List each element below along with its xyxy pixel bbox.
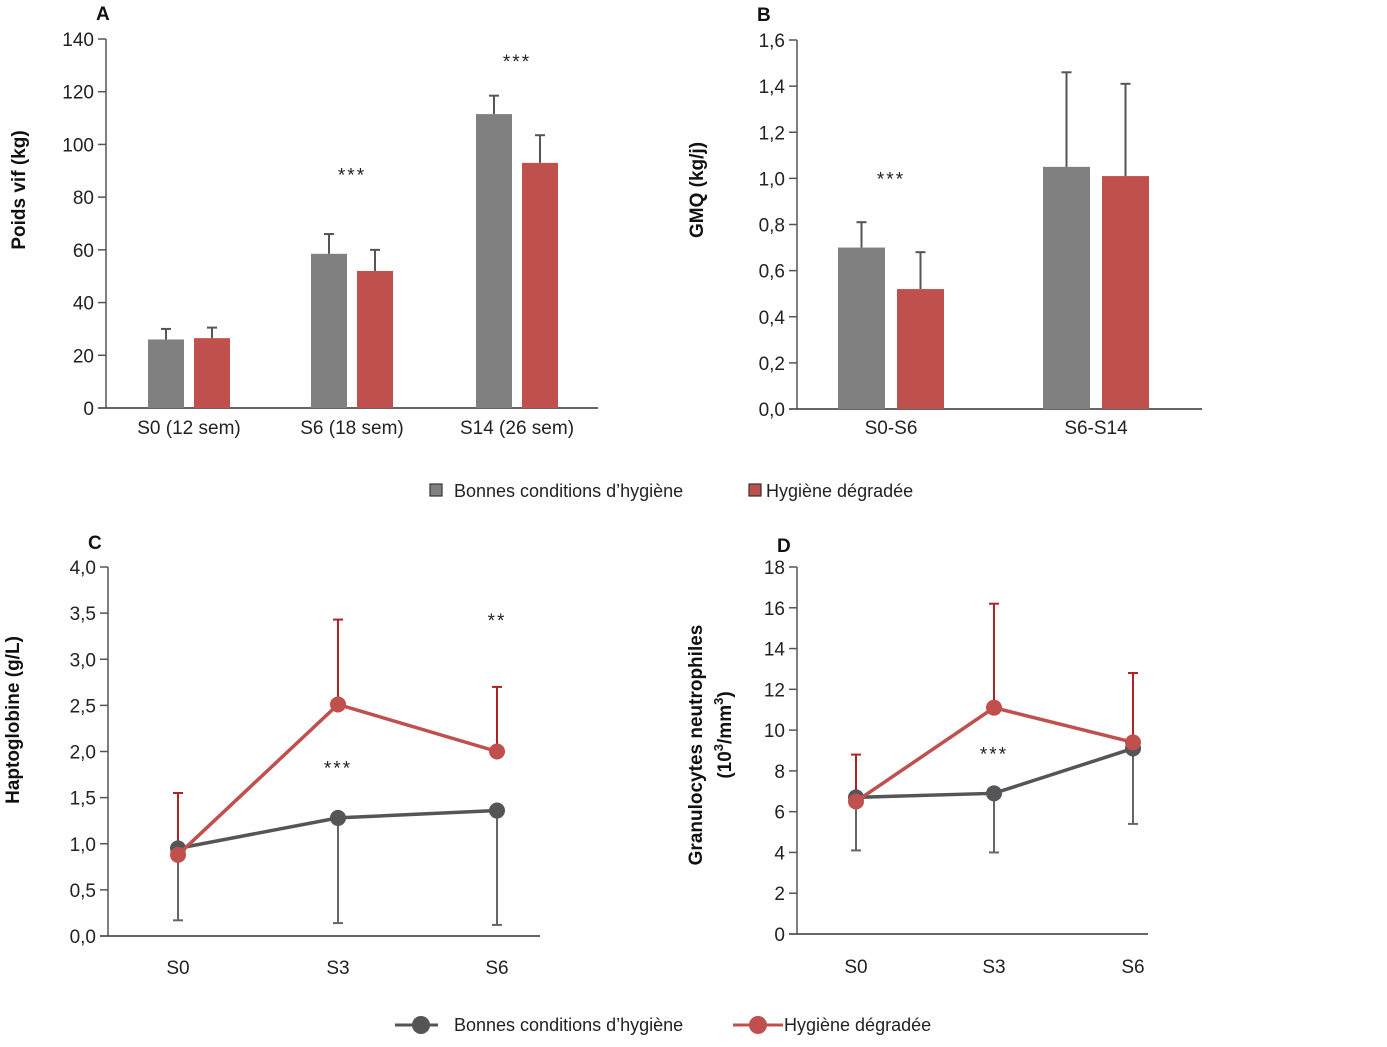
y-tick-label: 40: [73, 294, 94, 315]
data-point-good: [489, 802, 505, 819]
legend-swatch-good: [429, 483, 443, 497]
significance-marker: ***: [338, 165, 366, 186]
y-axis-title-d-line2: (103/mm3): [711, 691, 736, 778]
y-tick-label: 140: [62, 30, 94, 51]
panel-d-line-chart: 0 2 4 6 8 10 12 14 16 18 S0 S3 S6 ***: [764, 558, 1148, 978]
panel-letter-b: B: [757, 5, 771, 26]
legend-marker-good: [412, 1016, 430, 1034]
y-tick-label: 0,0: [759, 400, 785, 421]
bar-legend: Bonnes conditions d’hygiène Hygiène dégr…: [429, 481, 913, 501]
data-point-degraded: [170, 846, 186, 863]
legend-label-good: Bonnes conditions d’hygiène: [454, 481, 683, 501]
x-category-label: S3: [326, 958, 349, 979]
y-tick-label: 2: [774, 884, 785, 905]
y-tick-label: 4,0: [70, 558, 96, 579]
y-tick-label: 2,5: [70, 696, 96, 717]
bar-degraded: [357, 270, 393, 408]
y-tick-label: 1,5: [70, 789, 96, 810]
panel-letter-d: D: [777, 536, 791, 557]
x-category-label: S6 (18 sem): [300, 418, 403, 439]
bar-good: [148, 339, 184, 408]
y-axis-title-c: Haptoglobine (g/L): [3, 636, 24, 804]
significance-marker: ***: [324, 759, 352, 780]
significance-marker: ***: [980, 745, 1008, 766]
x-category-label: S6-S14: [1064, 418, 1128, 439]
y-tick-label: 0: [83, 399, 94, 420]
bar-good: [311, 253, 347, 408]
legend-label-degraded: Hygiène dégradée: [766, 481, 913, 501]
y-tick-label: 1,6: [759, 31, 785, 52]
legend-line-label-degraded: Hygiène dégradée: [784, 1015, 931, 1035]
y-tick-label: 12: [764, 680, 785, 701]
data-point-degraded: [848, 793, 864, 810]
x-category-label: S0: [166, 958, 189, 979]
legend-swatch-degraded: [748, 483, 762, 497]
bar-degraded: [522, 162, 558, 408]
panel-letter-a: A: [96, 4, 110, 25]
y-tick-label: 0,6: [759, 262, 785, 283]
x-category-label: S0: [844, 957, 867, 978]
data-point-good: [330, 809, 346, 826]
x-category-label: S0 (12 sem): [137, 418, 240, 439]
x-category-label: S0-S6: [865, 418, 918, 439]
y-axis-title-b: GMQ (kg/j): [687, 142, 708, 238]
y-tick-label: 14: [764, 640, 786, 661]
line-legend: Bonnes conditions d’hygiène Hygiène dégr…: [395, 1015, 931, 1035]
bar-degraded: [897, 289, 944, 409]
data-point-degraded: [986, 699, 1002, 716]
y-tick-label: 120: [62, 83, 94, 104]
legend-marker-degraded: [749, 1016, 767, 1034]
y-tick-label: 0: [774, 925, 785, 946]
bar-good: [838, 247, 885, 409]
y-tick-label: 10: [764, 721, 785, 742]
y-tick-label: 6: [774, 803, 785, 824]
y-tick-label: 0,8: [759, 216, 785, 237]
x-category-label: S3: [982, 957, 1005, 978]
data-point-degraded: [1125, 734, 1141, 751]
legend-line-label-good: Bonnes conditions d’hygiène: [454, 1015, 683, 1035]
x-category-label: S14 (26 sem): [460, 418, 574, 439]
y-tick-label: 16: [764, 599, 785, 620]
data-point-degraded: [330, 696, 346, 713]
y-tick-label: 3,5: [70, 604, 96, 625]
x-category-label: S6: [485, 958, 508, 979]
data-point-degraded: [489, 743, 505, 760]
y-tick-label: 100: [62, 135, 94, 156]
y-tick-label: 3,0: [70, 650, 96, 671]
data-point-good: [986, 785, 1002, 802]
y-tick-label: 1,4: [759, 77, 786, 98]
bar-degraded: [1102, 176, 1149, 409]
y-tick-label: 1,2: [759, 123, 785, 144]
y-axis-title-d-line1: Granulocytes neutrophiles: [686, 625, 707, 866]
y-tick-label: 0,2: [759, 354, 785, 375]
y-tick-label: 20: [73, 346, 94, 367]
y-tick-label: 0,0: [70, 927, 96, 948]
bar-good: [1043, 166, 1090, 409]
y-tick-label: 1,0: [70, 835, 96, 856]
y-tick-label: 60: [73, 241, 94, 262]
y-tick-label: 0,5: [70, 881, 96, 902]
significance-marker: ***: [877, 169, 905, 190]
significance-marker: **: [488, 611, 507, 632]
x-category-label: S6: [1121, 957, 1144, 978]
y-tick-label: 4: [774, 843, 785, 864]
y-axis-title-a: Poids vif (kg): [9, 130, 30, 249]
y-tick-label: 0,4: [759, 308, 786, 329]
significance-marker: ***: [503, 52, 531, 73]
y-tick-label: 1,0: [759, 169, 785, 190]
y-tick-label: 18: [764, 558, 785, 579]
y-tick-label: 8: [774, 762, 785, 783]
bar-good: [476, 114, 512, 408]
y-tick-label: 80: [73, 188, 94, 209]
panel-b-bar-chart: 0,0 0,2 0,4 0,6 0,8 1,0 1,2 1,4 1,6 S0-S6 S6-S14 **…: [759, 31, 1202, 439]
panel-a-bar-chart: 0 20 40 60 80 100 120 140 S0 (12 sem) S6 (18 sem)…: [62, 30, 598, 439]
y-tick-label: 2,0: [70, 743, 96, 764]
panel-c-line-chart: 0,00,51,01,52,02,53,03,54,0S0 S3 S6*****: [70, 558, 540, 979]
panel-letter-c: C: [88, 533, 102, 554]
bar-degraded: [194, 338, 230, 408]
